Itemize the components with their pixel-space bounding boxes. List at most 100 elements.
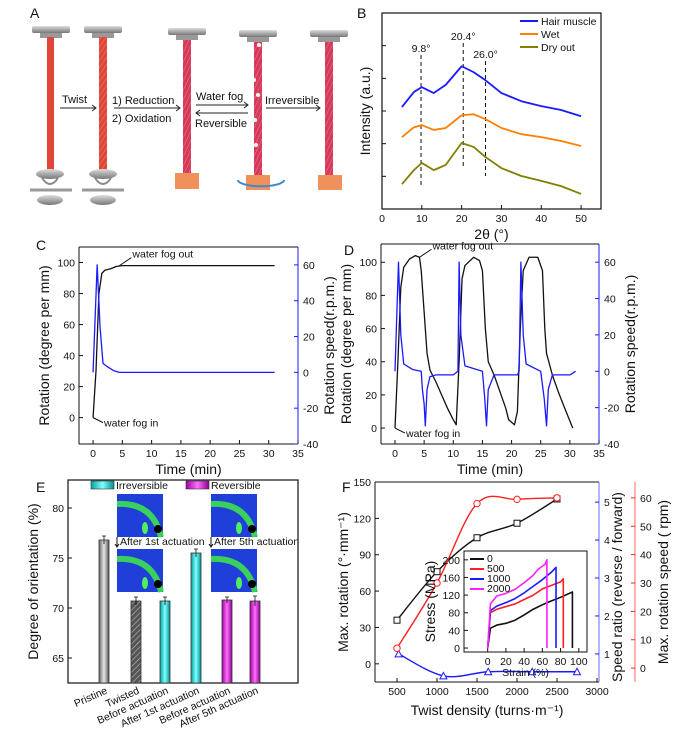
error-bar: [102, 535, 106, 544]
x-tick-label: 25: [535, 448, 547, 460]
x-tick-label: 0: [90, 448, 96, 460]
fiber-hair-muscle: [168, 28, 206, 189]
right-y-tick-label: 4: [604, 535, 610, 547]
right-y-tick-label: 30: [640, 578, 652, 590]
x-tick-label: 20: [506, 448, 518, 460]
x-tick-label: 30: [496, 213, 508, 225]
data-point-square: [393, 616, 401, 624]
legend-label: Reversible: [211, 480, 261, 492]
x-tick-label: 10: [146, 448, 158, 460]
inset-frame: [463, 550, 588, 653]
speed-ratio-axis-title: Speed ratio (reverse / forward): [609, 492, 625, 682]
x-tick-label: 100: [570, 656, 588, 668]
right-y-tick-label: 3: [604, 573, 610, 585]
right-y-tick-label: 0: [604, 366, 610, 378]
data-point-circle: [433, 579, 441, 587]
series-line-rotation-speed: [92, 264, 275, 374]
left-y-tick-label: 120: [353, 513, 371, 525]
data-point-triangle: [439, 671, 448, 680]
y-axis-title: Degree of orientation (%): [25, 503, 41, 659]
inset-legend-label: 500: [487, 563, 505, 575]
peak-label: 9.8°: [412, 43, 431, 55]
annotation-water-fog-in: water fog in: [103, 418, 158, 430]
fiber-pristine: [30, 26, 72, 205]
process-arrows: [60, 101, 321, 117]
left-y-tick-label: 80: [448, 608, 460, 620]
legend-label: Irreversible: [116, 480, 168, 492]
x-tick-label: 20: [456, 213, 468, 225]
inset-y-axis-title: Stress (MPa): [422, 561, 438, 643]
step-irreversible: Irreversible: [265, 95, 319, 107]
right-y-tick-label: 20: [303, 332, 315, 344]
series-line-dry-out: [401, 142, 582, 195]
annotation-leader: [394, 427, 406, 434]
y-axis-title: Intensity (a.u.): [357, 67, 373, 156]
x-tick-label: 30: [263, 448, 275, 460]
x-tick-label: 0: [392, 448, 398, 460]
x-tick-label: 35: [292, 448, 304, 460]
xrd-pattern-image: [210, 494, 258, 538]
left-y-tick-label: 160: [442, 572, 460, 584]
annotation-water-fog-in: water fog in: [405, 428, 460, 440]
x-tick-label: 35: [593, 448, 605, 460]
right-y-tick-label: 5: [604, 497, 610, 509]
error-bar: [225, 596, 229, 603]
right-y-tick-label: 0: [640, 663, 646, 675]
inset-legend-label: 0: [487, 553, 493, 565]
right-y-tick-label: 1: [604, 649, 610, 661]
data-point-square: [433, 568, 441, 576]
annotation-leader: [119, 257, 132, 267]
left-y-tick-label: 90: [359, 550, 371, 562]
fiber-water-fog: [237, 30, 285, 190]
x-axis-title: 2θ (°): [474, 226, 508, 242]
series-line-rotation: [92, 264, 275, 418]
left-y-tick-label: 0: [371, 423, 377, 435]
left-y-tick-label: 30: [359, 622, 371, 634]
left-y-tick-label: 40: [63, 351, 75, 363]
stress-strain-curve-1000: [486, 566, 557, 649]
x-axis-title: Time (min): [457, 461, 523, 477]
panel-label-f: F: [342, 479, 351, 495]
left-y-axis-title: Rotation (degree per mm): [36, 265, 52, 425]
left-y-tick-label: 40: [365, 357, 377, 369]
left-y-tick-label: 200: [442, 555, 460, 567]
left-y-tick-label: 60: [359, 586, 371, 598]
x-tick-label: 5: [421, 448, 427, 460]
series-line-hair-muscle: [401, 65, 582, 118]
error-bar: [134, 596, 138, 605]
x-axis-title: Time (min): [155, 461, 221, 477]
error-bar: [163, 596, 167, 605]
x-tick-label: 30: [564, 448, 576, 460]
left-y-tick-label: 20: [365, 390, 377, 402]
inset-legend-label: 2000: [487, 583, 511, 595]
rotation-arrow-icon: [237, 179, 285, 188]
left-y-tick-label: 150: [353, 477, 371, 489]
step-reversible: Reversible: [195, 118, 247, 130]
annotation-water-fog-out: water fog out: [131, 249, 193, 261]
right-y-tick-label: 40: [604, 294, 616, 306]
right-y-tick-label: -20: [303, 403, 318, 415]
right-y-tick-label: 0: [303, 367, 309, 379]
x-tick-label: 40: [518, 656, 530, 668]
left-y-tick-label: 0: [454, 643, 460, 655]
data-point-triangle: [483, 667, 493, 676]
left-y-axis-title: Max. rotation (°·mm⁻¹): [335, 512, 351, 652]
bar-before-actuation: [159, 600, 171, 684]
inset-caption: After 1st actuation: [120, 536, 205, 548]
peak-label: 20.4°: [451, 31, 476, 43]
panel-label-e: E: [36, 479, 45, 495]
right-y-tick-label: 20: [604, 330, 616, 342]
inset-legend-label: 1000: [487, 573, 511, 585]
x-tick-label: 0: [379, 213, 385, 225]
bar-after-1st-actuation: [190, 552, 202, 684]
left-y-tick-label: 100: [359, 257, 377, 269]
x-tick-label: 2000: [505, 686, 529, 698]
left-y-tick-label: 65: [52, 653, 64, 665]
right-y-tick-label: -40: [303, 439, 318, 451]
data-point-square: [513, 519, 521, 527]
series-line-rotation-speed: [394, 261, 577, 427]
x-tick-label: 80: [555, 656, 567, 668]
down-arrow-icon: [208, 537, 214, 548]
panel-label-d: D: [344, 242, 354, 258]
